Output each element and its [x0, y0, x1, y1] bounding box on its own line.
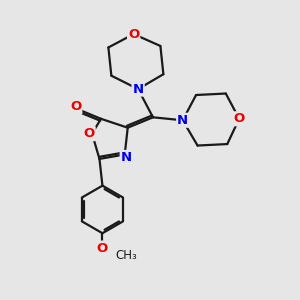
- Text: O: O: [70, 100, 81, 113]
- Text: O: O: [128, 28, 139, 40]
- Text: N: N: [177, 114, 188, 127]
- Text: O: O: [83, 127, 95, 140]
- Text: N: N: [133, 82, 144, 96]
- Text: CH₃: CH₃: [116, 249, 138, 262]
- Text: O: O: [233, 112, 245, 125]
- Text: N: N: [121, 151, 132, 164]
- Text: O: O: [97, 242, 108, 255]
